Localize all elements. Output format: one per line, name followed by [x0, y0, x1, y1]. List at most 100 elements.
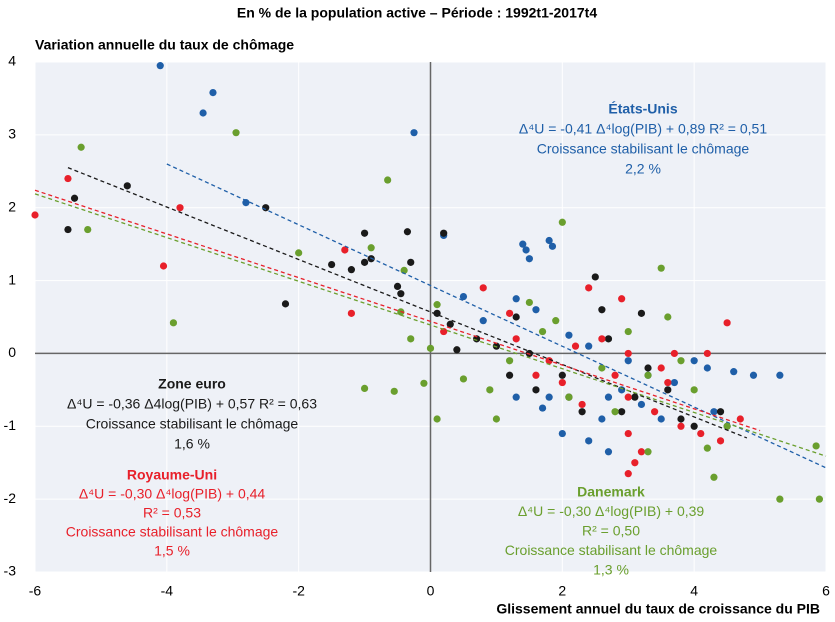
x-tick-label: -6: [29, 583, 42, 599]
annotation-line: Croissance stabilisant le chômage: [537, 141, 750, 157]
point: [558, 371, 566, 379]
point: [690, 357, 698, 365]
y-tick-label: 3: [8, 126, 16, 142]
point: [548, 242, 557, 250]
point: [397, 290, 405, 298]
point: [618, 295, 626, 303]
point: [440, 327, 448, 336]
point: [199, 109, 207, 117]
annotation-line: 1,5 %: [154, 543, 190, 559]
trend-line: [67, 167, 748, 439]
point: [611, 408, 619, 416]
point: [585, 284, 593, 292]
point: [631, 393, 639, 401]
point: [710, 473, 718, 481]
point: [571, 342, 580, 350]
point: [545, 393, 553, 401]
point: [604, 448, 613, 456]
point: [624, 349, 632, 358]
point: [624, 393, 632, 401]
point: [618, 408, 626, 416]
point: [169, 319, 178, 327]
point: [486, 386, 494, 394]
point: [407, 335, 415, 343]
point: [565, 331, 573, 339]
point: [637, 309, 646, 317]
point: [525, 298, 533, 307]
point: [578, 408, 586, 416]
annotation-title: États-Unis: [608, 101, 677, 117]
point: [670, 349, 678, 358]
annotation: États-Unis Δ⁴U = -0,41 Δ⁴log(PIB) + 0,89 …: [519, 101, 767, 177]
annotation-title: Royaume-Uni: [127, 467, 217, 483]
point: [815, 495, 824, 503]
point: [512, 295, 520, 303]
point: [512, 335, 520, 343]
point: [604, 335, 613, 343]
point: [716, 408, 725, 416]
point: [598, 364, 606, 372]
point: [591, 273, 599, 281]
annotation: Danemark Δ⁴U = -0,30 Δ⁴log(PIB) + 0,39 R² …: [505, 484, 718, 578]
point: [565, 393, 573, 401]
annotation-title: Danemark: [577, 484, 645, 500]
point: [347, 309, 355, 317]
point: [604, 393, 613, 401]
annotation-line: Δ⁴U = -0,36 Δ4log(PIB) + 0,57 R² = 0,63: [67, 396, 317, 412]
point: [159, 262, 168, 270]
point: [651, 408, 659, 416]
point: [624, 357, 632, 365]
point: [506, 371, 514, 379]
point: [585, 342, 593, 350]
annotation-line: 1,6 %: [174, 436, 210, 452]
x-tick-label: 6: [822, 583, 830, 599]
point: [558, 429, 566, 438]
annotation-line: R² = 0,50: [582, 523, 640, 539]
point: [479, 284, 487, 292]
point: [479, 317, 487, 325]
point: [677, 357, 685, 365]
point: [677, 415, 685, 423]
annotation: Royaume-Uni Δ⁴U = -0,30 Δ⁴log(PIB) + 0,44…: [66, 467, 279, 559]
point: [367, 244, 375, 252]
point: [677, 422, 685, 430]
point: [341, 246, 349, 254]
point: [637, 448, 646, 456]
y-tick-label: 1: [8, 271, 16, 287]
point: [281, 300, 290, 308]
annotation-line: 1,3 %: [593, 562, 629, 578]
annotation-line: Croissance stabilisant le chômage: [505, 542, 718, 558]
point: [703, 349, 711, 358]
point: [519, 240, 527, 248]
point: [624, 429, 632, 438]
point: [611, 371, 619, 379]
point: [410, 129, 418, 137]
point: [644, 448, 652, 456]
point: [440, 229, 448, 237]
x-tick-label: -2: [292, 583, 305, 599]
annotation-line: Δ⁴U = -0,41 Δ⁴log(PIB) + 0,89 R² = 0,51: [519, 121, 767, 137]
y-tick-label: 4: [8, 53, 16, 69]
x-tick-label: -4: [161, 583, 174, 599]
y-tick-label: -2: [4, 490, 17, 506]
point: [538, 327, 547, 336]
point: [670, 378, 678, 387]
point: [393, 282, 402, 290]
annotation-title: Zone euro: [158, 376, 226, 392]
point: [664, 386, 672, 394]
point: [123, 182, 131, 190]
annotation: Zone euro Δ⁴U = -0,36 Δ4log(PIB) + 0,57 R…: [67, 376, 317, 452]
y-tick-label: 2: [8, 198, 16, 214]
point: [776, 371, 784, 379]
point: [295, 249, 303, 257]
point: [446, 320, 454, 328]
point: [242, 199, 250, 207]
x-axis-label: Glissement annuel du taux de croissance …: [496, 601, 820, 617]
point: [407, 258, 415, 266]
point: [631, 459, 639, 467]
y-axis-label: Variation annuelle du taux de chômage: [35, 37, 294, 53]
annotation-line: 2,2 %: [625, 161, 661, 177]
point: [657, 264, 665, 272]
point: [209, 89, 217, 97]
y-tick-label: 0: [8, 344, 16, 360]
